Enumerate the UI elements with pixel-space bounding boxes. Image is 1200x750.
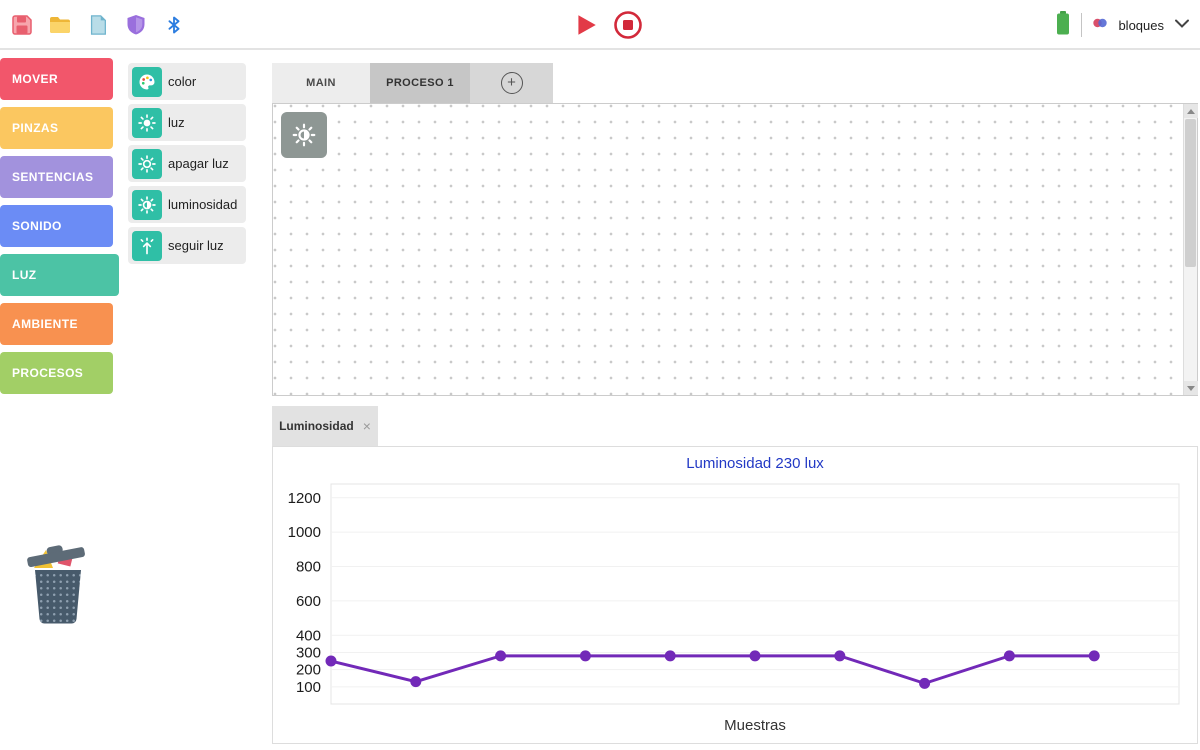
category-sidebar: MOVER PINZAS SENTENCIAS SONIDO LUZ AMBIE… <box>0 58 130 401</box>
svg-text:100: 100 <box>296 679 321 696</box>
run-controls <box>570 0 644 50</box>
scrollbar-thumb[interactable] <box>1185 119 1196 267</box>
canvas-block-luminosidad[interactable] <box>281 112 327 158</box>
tab-label: PROCESO 1 <box>386 77 454 89</box>
trash-drop-target[interactable] <box>26 534 90 631</box>
block-color[interactable]: color <box>128 63 246 100</box>
tab-label: MAIN <box>306 77 336 89</box>
brightness-icon <box>292 123 316 147</box>
file-icon[interactable] <box>82 7 114 43</box>
tab-proceso-1[interactable]: PROCESO 1 <box>370 63 470 103</box>
follow-light-icon <box>132 230 162 261</box>
category-luz[interactable]: LUZ <box>0 254 119 296</box>
scroll-up-button[interactable] <box>1184 104 1198 118</box>
sun-icon <box>132 107 162 138</box>
svg-text:200: 200 <box>296 662 321 679</box>
category-label: LUZ <box>12 268 37 282</box>
svg-text:1200: 1200 <box>288 490 321 507</box>
category-sonido[interactable]: SONIDO <box>0 205 113 247</box>
toolbar-divider <box>1081 13 1083 37</box>
play-button[interactable] <box>570 7 602 43</box>
app-logo-icon <box>1092 15 1108 36</box>
battery-icon <box>1055 10 1071 41</box>
close-icon[interactable]: × <box>362 418 371 434</box>
luminosity-panel: 100 200 300 400 600 800 1000 1200 Luminosidad 23… <box>272 446 1198 744</box>
svg-text:800: 800 <box>296 559 321 576</box>
bluetooth-icon[interactable] <box>158 7 190 43</box>
svg-text:Luminosidad 230 lux: Luminosidad 230 lux <box>686 455 824 472</box>
category-label: SENTENCIAS <box>12 170 94 184</box>
scroll-down-button[interactable] <box>1184 381 1198 395</box>
shield-icon[interactable] <box>120 7 152 43</box>
category-procesos[interactable]: PROCESOS <box>0 352 113 394</box>
device-status: bloques <box>1055 0 1190 50</box>
palette-icon <box>132 66 162 97</box>
block-seguir-luz[interactable]: seguir luz <box>128 227 246 264</box>
block-label: seguir luz <box>168 238 224 253</box>
add-tab-area: + <box>470 63 553 103</box>
panel-tab-luminosidad[interactable]: Luminosidad × <box>272 406 378 446</box>
category-label: AMBIENTE <box>12 317 78 331</box>
trash-icon <box>27 545 85 624</box>
svg-text:600: 600 <box>296 593 321 610</box>
program-canvas[interactable] <box>272 103 1198 396</box>
block-luz[interactable]: luz <box>128 104 246 141</box>
workspace-tabbar: MAIN PROCESO 1 + <box>272 63 553 103</box>
toolbar: bloques <box>0 0 1200 50</box>
category-pinzas[interactable]: PINZAS <box>0 107 113 149</box>
category-label: MOVER <box>12 72 59 86</box>
category-label: SONIDO <box>12 219 62 233</box>
device-selector-label[interactable]: bloques <box>1118 17 1164 33</box>
sun-off-icon <box>132 148 162 179</box>
stop-button[interactable] <box>612 7 644 43</box>
svg-text:Muestras: Muestras <box>724 717 786 734</box>
block-label: apagar luz <box>168 156 229 171</box>
block-label: color <box>168 74 197 89</box>
category-sentencias[interactable]: SENTENCIAS <box>0 156 113 198</box>
block-label: luz <box>168 115 185 130</box>
folder-icon[interactable] <box>44 7 76 43</box>
save-icon[interactable] <box>6 7 38 43</box>
svg-text:300: 300 <box>296 644 321 661</box>
block-luminosidad[interactable]: luminosidad <box>128 186 246 223</box>
svg-text:1000: 1000 <box>288 524 321 541</box>
category-label: PINZAS <box>12 121 59 135</box>
block-palette: color luz apagar luz <box>128 63 248 268</box>
panel-tab-label: Luminosidad <box>279 419 354 433</box>
tab-main[interactable]: MAIN <box>272 63 370 103</box>
category-label: PROCESOS <box>12 366 84 380</box>
block-apagar-luz[interactable]: apagar luz <box>128 145 246 182</box>
block-label: luminosidad <box>168 197 238 212</box>
svg-text:400: 400 <box>296 627 321 644</box>
brightness-icon <box>132 189 162 220</box>
canvas-vertical-scrollbar[interactable] <box>1183 104 1198 395</box>
category-mover[interactable]: MOVER <box>0 58 113 100</box>
chevron-down-icon[interactable] <box>1174 16 1190 34</box>
toolbar-file-actions <box>6 0 190 50</box>
add-tab-button[interactable]: + <box>500 72 523 94</box>
triangle-down-icon <box>1187 385 1195 391</box>
category-ambiente[interactable]: AMBIENTE <box>0 303 113 345</box>
triangle-up-icon <box>1187 108 1195 114</box>
